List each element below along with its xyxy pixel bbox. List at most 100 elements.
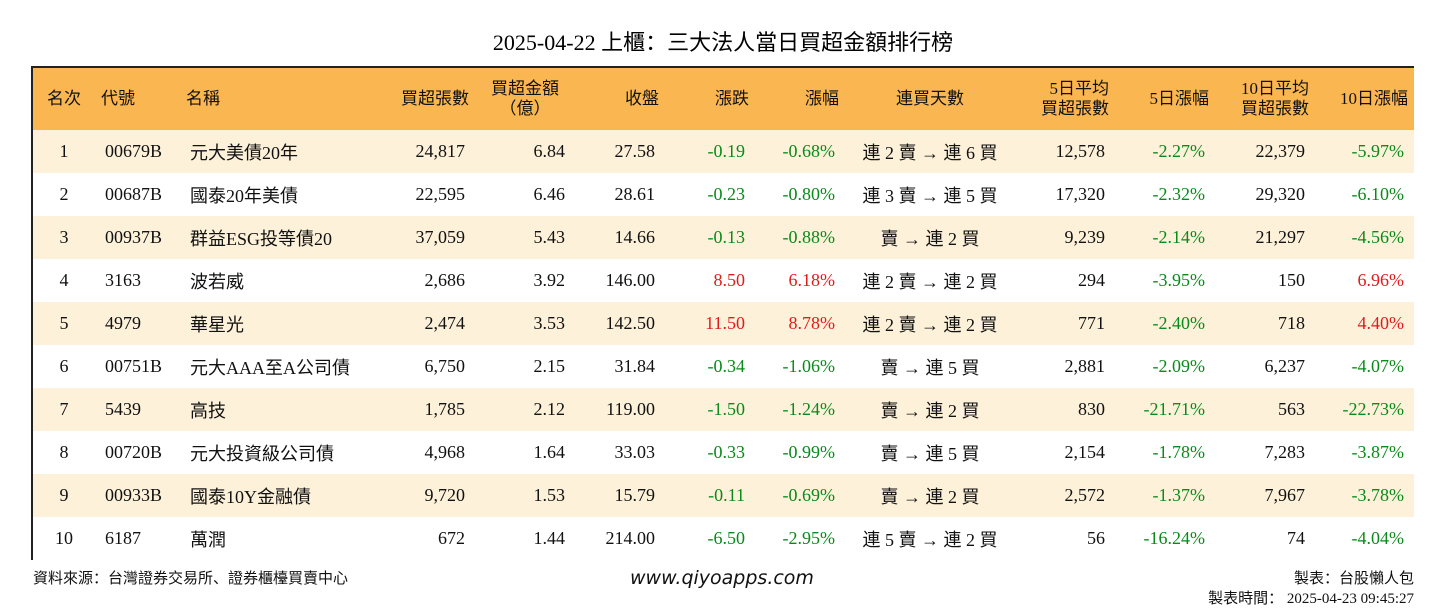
- cell-close: 33.03: [614, 442, 656, 462]
- cell-name: 國泰10Y金融債: [190, 486, 311, 507]
- header-avg10-line1: 10日平均: [1241, 79, 1309, 98]
- cell-chg10: -6.10%: [1351, 184, 1405, 204]
- cell-code: 00937B: [105, 227, 163, 247]
- header-net-buy-amount-line2: （億）: [499, 99, 551, 118]
- header-avg10: 10日平均 買超張數: [1215, 68, 1315, 130]
- cell-name: 萬潤: [190, 529, 226, 550]
- table-row: 2 00687B 國泰20年美債 22,595 6.46 28.61 -0.23 -0.80%…: [33, 173, 1414, 216]
- cell-change-pct: -0.68%: [782, 141, 836, 161]
- cell-net-buy-amount: 6.46: [533, 184, 566, 204]
- cell-name: 群益ESG投等債20: [190, 228, 333, 249]
- cell-streak: 賣 → 連 2 買: [880, 486, 980, 507]
- cell-net-buy-lots: 2,474: [424, 313, 466, 333]
- cell-change-pct: -1.06%: [782, 356, 836, 376]
- cell-rank: 7: [59, 399, 69, 419]
- cell-chg10: -3.78%: [1351, 485, 1405, 505]
- header-code: 代號: [101, 89, 135, 108]
- cell-avg5: 56: [1087, 528, 1105, 548]
- cell-close: 119.00: [606, 399, 655, 419]
- cell-change-pct: -0.99%: [782, 442, 836, 462]
- cell-name: 華星光: [190, 314, 244, 335]
- cell-chg10: -4.56%: [1351, 227, 1405, 247]
- cell-net-buy-amount: 2.15: [533, 356, 566, 376]
- cell-close: 14.66: [614, 227, 656, 247]
- table-row: 5 4979 華星光 2,474 3.53 142.50 11.50 8.78% 連 2 賣 →…: [33, 302, 1414, 345]
- cell-avg5: 2,154: [1064, 442, 1106, 462]
- cell-streak: 賣 → 連 2 買: [880, 400, 980, 421]
- cell-streak: 連 2 賣 → 連 2 買: [862, 314, 998, 335]
- author-label: 製表：台股懶人包: [1293, 571, 1414, 587]
- cell-change: -0.11: [708, 485, 745, 505]
- table-body: 1 00679B 元大美債20年 24,817 6.84 27.58 -0.19 -0.68%…: [33, 130, 1414, 560]
- cell-net-buy-lots: 9,720: [424, 485, 466, 505]
- cell-avg10: 718: [1278, 313, 1305, 333]
- cell-chg5: -2.09%: [1152, 356, 1206, 376]
- header-avg10-line2: 買超張數: [1241, 99, 1309, 118]
- table-row: 6 00751B 元大AAA至A公司債 6,750 2.15 31.84 -0.34 -1.0…: [33, 345, 1414, 388]
- header-row: 名次 代號 名稱 買超張數 買超金額 （億） 收盤 漲跌 漲幅 連買天數 5日平均…: [33, 68, 1414, 130]
- header-net-buy-amount: 買超金額 （億）: [475, 68, 575, 130]
- cell-change: -0.19: [707, 141, 746, 161]
- cell-streak: 連 3 賣 → 連 5 買: [862, 185, 998, 206]
- cell-avg5: 2,881: [1064, 356, 1106, 376]
- cell-close: 31.84: [614, 356, 656, 376]
- cell-name: 元大AAA至A公司債: [190, 357, 350, 378]
- cell-change: -0.23: [707, 184, 746, 204]
- cell-rank: 1: [59, 141, 69, 161]
- cell-net-buy-lots: 4,968: [424, 442, 466, 462]
- header-avg5: 5日平均 買超張數: [1015, 68, 1115, 130]
- table-row: 3 00937B 群益ESG投等債20 37,059 5.43 14.66 -0.13 -0.…: [33, 216, 1414, 259]
- cell-close: 214.00: [605, 528, 656, 548]
- cell-avg5: 294: [1078, 270, 1105, 290]
- cell-chg5: -2.32%: [1152, 184, 1206, 204]
- cell-chg10: -4.07%: [1351, 356, 1405, 376]
- cell-avg5: 17,320: [1055, 184, 1106, 204]
- cell-rank: 2: [59, 184, 69, 204]
- cell-net-buy-lots: 1,785: [424, 399, 466, 419]
- header-chg10: 10日漲幅: [1340, 89, 1408, 108]
- data-source: 資料來源：台灣證券交易所、證券櫃檯買賣中心: [33, 571, 349, 587]
- cell-net-buy-lots: 22,595: [415, 184, 466, 204]
- header-change: 漲跌: [715, 89, 749, 108]
- cell-name: 元大美債20年: [190, 142, 298, 163]
- cell-net-buy-amount: 1.53: [533, 485, 566, 505]
- cell-avg10: 29,320: [1255, 184, 1306, 204]
- cell-rank: 10: [55, 528, 73, 548]
- cell-change-pct: 8.78%: [788, 313, 836, 333]
- header-name: 名稱: [186, 89, 220, 108]
- cell-change: -1.50: [707, 399, 746, 419]
- cell-rank: 4: [59, 270, 69, 290]
- cell-net-buy-amount: 2.12: [533, 399, 566, 419]
- cell-net-buy-amount: 1.44: [533, 528, 566, 548]
- header-change-pct: 漲幅: [805, 89, 839, 108]
- cell-chg5: -2.14%: [1152, 227, 1206, 247]
- cell-change-pct: -1.24%: [782, 399, 836, 419]
- table-row: 1 00679B 元大美債20年 24,817 6.84 27.58 -0.19 -0.68%…: [33, 130, 1414, 173]
- cell-net-buy-lots: 24,817: [415, 141, 466, 161]
- cell-change: -0.34: [707, 356, 746, 376]
- cell-chg10: -4.04%: [1351, 528, 1405, 548]
- page-title: 2025-04-22 上櫃：三大法人當日買超金額排行榜: [492, 30, 954, 55]
- cell-chg5: -16.24%: [1143, 528, 1206, 548]
- header-chg5: 5日漲幅: [1149, 89, 1210, 108]
- cell-chg10: 6.96%: [1357, 270, 1405, 290]
- cell-streak: 連 5 賣 → 連 2 買: [862, 529, 998, 550]
- cell-code: 00687B: [105, 184, 163, 204]
- cell-avg10: 74: [1287, 528, 1305, 548]
- cell-change-pct: -0.69%: [782, 485, 836, 505]
- cell-change: 8.50: [713, 270, 746, 290]
- cell-close: 27.58: [614, 141, 656, 161]
- cell-streak: 賣 → 連 5 買: [880, 443, 980, 464]
- cell-change: -0.13: [707, 227, 746, 247]
- cell-change: -6.50: [707, 528, 746, 548]
- cell-avg5: 2,572: [1064, 485, 1106, 505]
- cell-rank: 5: [59, 313, 69, 333]
- cell-code: 00679B: [105, 141, 163, 161]
- cell-name: 元大投資級公司債: [190, 443, 334, 464]
- cell-avg10: 7,283: [1264, 442, 1306, 462]
- cell-close: 15.79: [614, 485, 656, 505]
- cell-code: 5439: [105, 399, 141, 419]
- cell-avg10: 7,967: [1264, 485, 1306, 505]
- website-link[interactable]: www.qiyoapps.com: [630, 567, 814, 589]
- cell-net-buy-amount: 6.84: [533, 141, 566, 161]
